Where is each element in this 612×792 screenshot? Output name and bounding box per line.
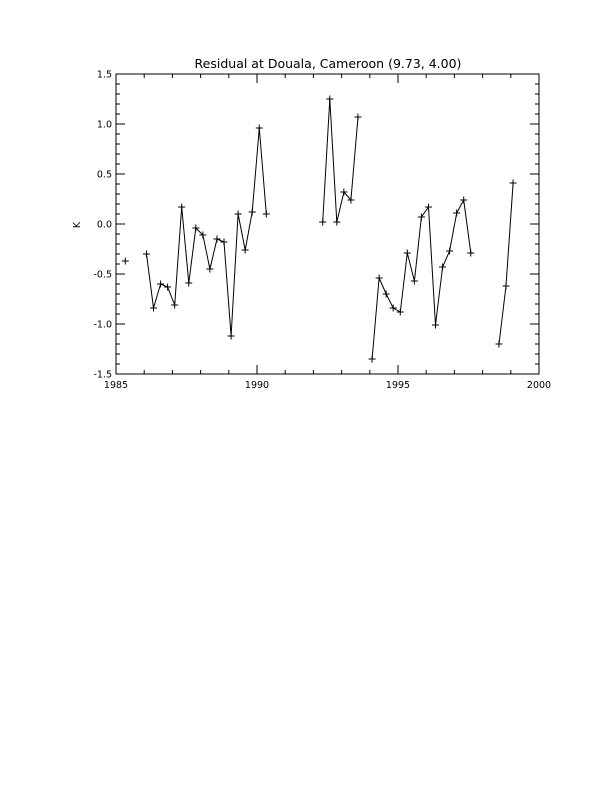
- data-point-plus: [199, 231, 207, 239]
- data-point-plus: [502, 282, 510, 290]
- data-point-plus: [255, 124, 263, 132]
- data-point-plus: [354, 113, 362, 121]
- data-point-plus: [375, 274, 383, 282]
- data-point-plus: [432, 321, 440, 329]
- series-line: [498, 182, 514, 345]
- data-point-plus: [403, 249, 411, 257]
- data-point-plus: [248, 208, 256, 216]
- plot-frame: [115, 73, 540, 375]
- data-point-plus: [234, 210, 242, 218]
- data-point-plus: [347, 196, 355, 204]
- data-point-plus: [121, 257, 129, 265]
- data-point-plus: [396, 308, 404, 316]
- y-axis: -1.5 -1.0 -0.5 0.0 0.5 1.0 1.5: [93, 70, 539, 381]
- x-tick-label: 1985: [104, 380, 128, 391]
- data-point-plus: [446, 247, 454, 255]
- y-tick-label: -1.0: [93, 320, 112, 331]
- y-tick-label: 1.0: [97, 120, 112, 131]
- data-point-plus: [467, 249, 475, 257]
- y-tick-label: -1.5: [93, 370, 112, 381]
- data-point-plus: [220, 238, 228, 246]
- series-line: [146, 127, 267, 337]
- data-point-plus: [340, 188, 348, 196]
- data-point-plus: [424, 203, 432, 211]
- y-tick-label: 0.0: [97, 220, 112, 231]
- data-point-plus: [142, 250, 150, 258]
- data-point-plus: [389, 304, 397, 312]
- data-point-plus: [410, 277, 418, 285]
- data-point-plus: [150, 304, 158, 312]
- y-tick-label: -0.5: [93, 270, 112, 281]
- data-point-plus: [509, 179, 517, 187]
- x-axis: 1985 1990 1995 2000: [104, 74, 551, 391]
- data-point-plus: [192, 224, 200, 232]
- x-tick-label: 1995: [386, 380, 410, 391]
- data-point-plus: [319, 218, 327, 226]
- data-point-plus: [439, 263, 447, 271]
- series-line: [371, 198, 472, 360]
- data-point-plus: [178, 203, 186, 211]
- chart-title: Residual at Douala, Cameroon (9.73, 4.00…: [195, 56, 462, 71]
- data-series: [121, 95, 517, 363]
- x-tick-label: 2000: [527, 380, 551, 391]
- data-point-plus: [382, 290, 390, 298]
- data-point-plus: [171, 301, 179, 309]
- data-point-plus: [227, 332, 235, 340]
- data-point-plus: [417, 213, 425, 221]
- data-point-plus: [213, 235, 221, 243]
- data-point-plus: [333, 218, 341, 226]
- data-point-plus: [495, 340, 503, 348]
- data-point-plus: [460, 196, 468, 204]
- y-tick-label: 1.5: [97, 70, 112, 81]
- data-point-plus: [368, 355, 376, 363]
- series-line: [322, 98, 359, 223]
- data-point-plus: [157, 280, 165, 288]
- data-point-plus: [185, 279, 193, 287]
- data-point-plus: [241, 246, 249, 254]
- y-axis-label: K: [72, 221, 83, 228]
- y-tick-label: 0.5: [97, 170, 112, 181]
- data-point-plus: [453, 209, 461, 217]
- data-point-plus: [262, 210, 270, 218]
- data-point-plus: [206, 265, 214, 273]
- x-tick-label: 1990: [245, 380, 269, 391]
- data-point-plus: [164, 283, 172, 291]
- data-point-plus: [326, 95, 334, 103]
